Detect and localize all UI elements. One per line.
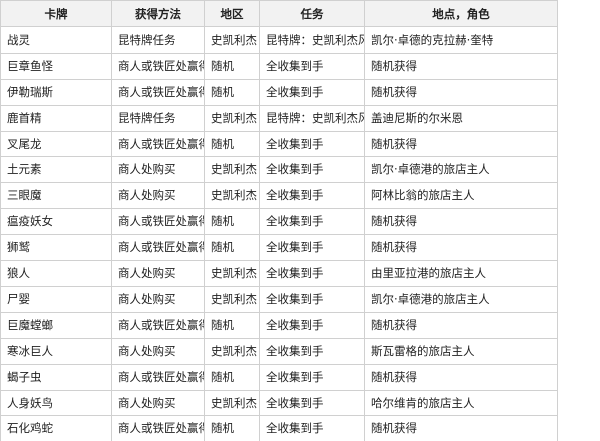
table-cell: 斯瓦雷格的旅店主人 xyxy=(365,337,558,365)
table-cell: 商人处购买 xyxy=(112,337,205,365)
table-cell: 史凯利杰 xyxy=(205,182,260,210)
table-cell: 商人或铁匠处赢得 xyxy=(112,52,205,80)
table-cell: 商人处购买 xyxy=(112,286,205,313)
table-cell: 随机获得 xyxy=(365,415,558,441)
table-cell: 随机 xyxy=(205,130,260,158)
table-cell: 全收集到手 xyxy=(260,78,365,106)
table-cell: 商人处购买 xyxy=(112,389,205,417)
table-cell: 商人或铁匠处赢得 xyxy=(112,363,205,391)
table-cell: 史凯利杰 xyxy=(205,260,260,287)
table-cell: 寒冰巨人 xyxy=(0,337,112,365)
table-cell: 土元素 xyxy=(0,156,112,184)
table-cell: 凯尔·卓德港的旅店主人 xyxy=(365,156,558,184)
table-cell: 随机获得 xyxy=(365,78,558,106)
table-cell: 全收集到手 xyxy=(260,337,365,365)
table-cell: 商人或铁匠处赢得 xyxy=(112,78,205,106)
table-cell: 随机 xyxy=(205,311,260,339)
header-cell: 卡牌 xyxy=(0,0,112,27)
table-cell: 战灵 xyxy=(0,27,112,54)
table-cell: 昆特牌任务 xyxy=(112,27,205,54)
table-cell: 商人或铁匠处赢得 xyxy=(112,415,205,441)
table-cell: 商人处购买 xyxy=(112,156,205,184)
header-cell: 地区 xyxy=(205,0,260,27)
table-cell: 瘟疫妖女 xyxy=(0,208,112,236)
table-cell: 全收集到手 xyxy=(260,156,365,184)
table-cell: 商人或铁匠处赢得 xyxy=(112,234,205,262)
table-cell: 盖迪尼斯的尔米恩 xyxy=(365,104,558,132)
table-cell: 全收集到手 xyxy=(260,389,365,417)
table-cell: 全收集到手 xyxy=(260,130,365,158)
table-cell: 尸婴 xyxy=(0,286,112,313)
table-cell: 全收集到手 xyxy=(260,234,365,262)
table-cell: 随机 xyxy=(205,234,260,262)
header-cell: 获得方法 xyxy=(112,0,205,27)
header-cell: 任务 xyxy=(260,0,365,27)
table-cell: 鹿首精 xyxy=(0,104,112,132)
table-cell: 史凯利杰 xyxy=(205,27,260,54)
table-cell: 随机获得 xyxy=(365,234,558,262)
table-cell: 全收集到手 xyxy=(260,311,365,339)
table-cell: 随机获得 xyxy=(365,130,558,158)
table-cell: 凯尔·卓德的克拉赫·奎特 xyxy=(365,27,558,54)
table-cell: 史凯利杰 xyxy=(205,286,260,313)
table-cell: 全收集到手 xyxy=(260,286,365,313)
table-cell: 叉尾龙 xyxy=(0,130,112,158)
table-cell: 三眼魔 xyxy=(0,182,112,210)
table-cell: 商人或铁匠处赢得 xyxy=(112,311,205,339)
table-cell: 狮鹫 xyxy=(0,234,112,262)
table-cell: 史凯利杰 xyxy=(205,104,260,132)
table-cell: 商人或铁匠处赢得 xyxy=(112,130,205,158)
table-cell: 巨章鱼怪 xyxy=(0,52,112,80)
table-cell: 哈尔维肯的旅店主人 xyxy=(365,389,558,417)
table-cell: 随机 xyxy=(205,78,260,106)
table-cell: 巨魔螳螂 xyxy=(0,311,112,339)
table-cell: 史凯利杰 xyxy=(205,156,260,184)
table-cell: 随机 xyxy=(205,363,260,391)
table-cell: 随机 xyxy=(205,415,260,441)
table-cell: 商人处购买 xyxy=(112,260,205,287)
table-cell: 全收集到手 xyxy=(260,363,365,391)
table-cell: 随机 xyxy=(205,52,260,80)
table-cell: 全收集到手 xyxy=(260,182,365,210)
table-cell: 随机获得 xyxy=(365,311,558,339)
table-cell: 全收集到手 xyxy=(260,52,365,80)
table-cell: 昆特牌：史凯利杰风 xyxy=(260,27,365,54)
table-cell: 商人或铁匠处赢得 xyxy=(112,208,205,236)
table-cell: 史凯利杰 xyxy=(205,337,260,365)
table-cell: 随机获得 xyxy=(365,363,558,391)
table-cell: 商人处购买 xyxy=(112,182,205,210)
table-cell: 随机 xyxy=(205,208,260,236)
table-cell: 由里亚拉港的旅店主人 xyxy=(365,260,558,287)
table-cell: 昆特牌任务 xyxy=(112,104,205,132)
table-cell: 人身妖鸟 xyxy=(0,389,112,417)
table-cell: 随机获得 xyxy=(365,52,558,80)
table-cell: 狼人 xyxy=(0,260,112,287)
table-cell: 全收集到手 xyxy=(260,260,365,287)
header-cell: 地点，角色 xyxy=(365,0,558,27)
table-cell: 随机获得 xyxy=(365,208,558,236)
table-cell: 全收集到手 xyxy=(260,208,365,236)
table-cell: 凯尔·卓德港的旅店主人 xyxy=(365,286,558,313)
table-cell: 伊勒瑞斯 xyxy=(0,78,112,106)
table-cell: 蝎子虫 xyxy=(0,363,112,391)
table-cell: 昆特牌：史凯利杰风 xyxy=(260,104,365,132)
table-cell: 史凯利杰 xyxy=(205,389,260,417)
table-cell: 阿林比翁的旅店主人 xyxy=(365,182,558,210)
table-cell: 全收集到手 xyxy=(260,415,365,441)
table-cell: 石化鸡蛇 xyxy=(0,415,112,441)
